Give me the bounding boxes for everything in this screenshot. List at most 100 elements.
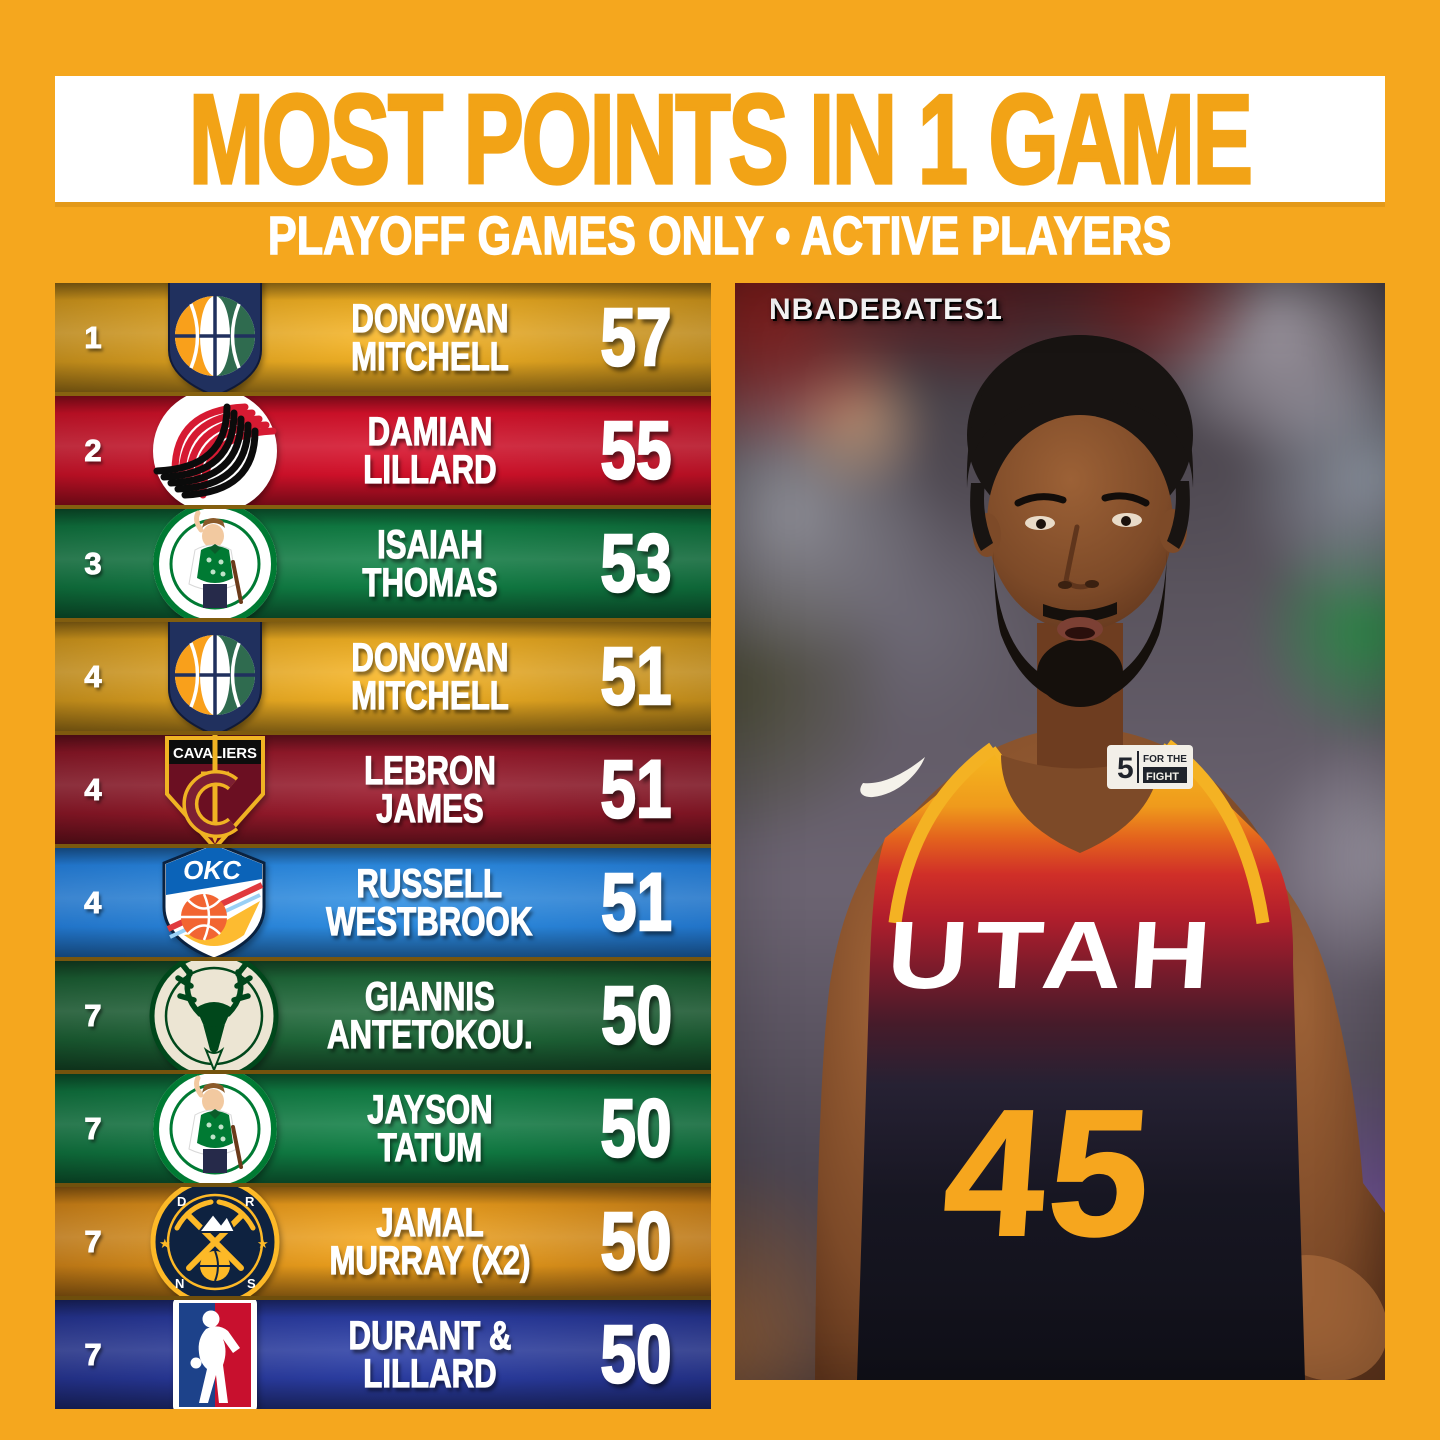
points-value: 57 <box>599 290 672 384</box>
rank-label: 7 <box>84 1336 102 1372</box>
leaderboard-row: 7 GIANNIS ANTETOKOU. 50 <box>55 961 711 1070</box>
leaderboard-row: 7 BOSTON CELTICS JAYSON TATUM 50 <box>55 1074 711 1183</box>
patch-number: 5 <box>1117 752 1134 785</box>
patch-line2: FIGHT <box>1146 771 1179 783</box>
svg-text:★: ★ <box>159 1236 171 1251</box>
points-value: 51 <box>600 855 673 949</box>
nba-logo-graphic <box>173 1300 257 1409</box>
svg-text:★: ★ <box>257 1236 269 1251</box>
okc-team-logo-icon: OKC <box>131 848 298 957</box>
thunder-logo-graphic: OKC <box>162 848 266 957</box>
player-name-line2: LILLARD <box>363 1351 497 1396</box>
points-value: 50 <box>599 1307 672 1401</box>
player-goatee <box>1037 639 1123 707</box>
jazz-team-logo-icon: UTAH JAZZ BASKETBALL <box>131 283 299 392</box>
player-name-line1: JAYSON <box>367 1087 493 1132</box>
player-name: JAMAL MURRAY (X2) <box>328 1200 532 1283</box>
player-name-line2: MITCHELL <box>351 334 510 379</box>
player-hair <box>966 335 1194 488</box>
player-brow-right <box>1101 492 1150 507</box>
player-name: DONOVAN MITCHELL <box>328 296 532 379</box>
jazz-team-logo-icon: UTAH JAZZ BASKETBALL <box>131 622 299 731</box>
leaderboard-row: 7 D R N S ★ ★ JAMAL MURRAY (X2) 50 <box>55 1187 711 1296</box>
player-name-line1: JAMAL <box>376 1200 484 1245</box>
player-name-line2: JAMES <box>376 786 484 831</box>
player-name: DURANT & LILLARD <box>328 1315 532 1396</box>
blazers-team-logo-icon <box>131 396 299 505</box>
celtics-logo-graphic: BOSTON CELTICS <box>153 509 277 618</box>
player-name: DAMIAN LILLARD <box>328 409 532 492</box>
cavaliers-logo-graphic: CAVALIERS <box>165 735 265 844</box>
jersey-armhole-trim-left <box>888 742 997 924</box>
blazers-logo-graphic <box>153 396 277 505</box>
cavs-team-logo-icon: CAVALIERS <box>131 735 299 844</box>
points-value: 51 <box>599 742 672 836</box>
points-value: 55 <box>599 403 672 497</box>
rank-label: 4 <box>84 771 102 807</box>
player-brow-left <box>1014 493 1067 507</box>
player-name-line2: THOMAS <box>362 560 498 605</box>
rank-label: 2 <box>84 432 102 468</box>
jazz-logo-graphic: UTAH JAZZ BASKETBALL <box>168 283 262 392</box>
player-name: GIANNIS ANTETOKOU. <box>326 974 533 1057</box>
player-name-line1: DONOVAN <box>351 296 509 341</box>
leaderboard-row: 4 UTAH JAZZ BASKETBALL DONOVAN MITCHELL … <box>55 622 711 731</box>
player-nose <box>1063 524 1095 590</box>
bucks-logo-graphic <box>149 961 279 1070</box>
nuggets-team-logo-icon: D R N S ★ ★ <box>131 1187 299 1296</box>
rank-label: 7 <box>84 1223 102 1259</box>
rank-label: 4 <box>84 884 102 920</box>
player-name: JAYSON TATUM <box>328 1087 532 1170</box>
watermark-text: NBADEBATES1 <box>769 293 1003 326</box>
page-title: MOST POINTS IN 1 GAME <box>188 66 1255 212</box>
points-value: 53 <box>599 516 672 610</box>
leaderboard-row: 2 DAMIAN LILLARD 55 <box>55 396 711 505</box>
svg-text:S: S <box>247 1276 256 1291</box>
player-name-line1: DONOVAN <box>351 635 509 680</box>
player-name-line1: DAMIAN <box>367 409 493 454</box>
rank-label: 4 <box>84 658 102 694</box>
celtics-team-logo-icon: BOSTON CELTICS <box>131 509 299 618</box>
rank-label: 3 <box>84 545 102 581</box>
svg-text:R: R <box>245 1194 255 1209</box>
player-name-line2: ANTETOKOU. <box>326 1012 533 1057</box>
points-value: 50 <box>599 1081 672 1175</box>
rank-label: 7 <box>84 1110 102 1146</box>
player-name: LEBRON JAMES <box>328 748 532 831</box>
svg-text:D: D <box>177 1194 186 1209</box>
player-sideburn-left <box>970 483 993 551</box>
player-name-line2: TATUM <box>377 1125 483 1170</box>
rank-label: 7 <box>84 997 102 1033</box>
player-sideburn-right <box>1167 481 1190 549</box>
player-name-line2: LILLARD <box>363 447 497 492</box>
player-name: RUSSELL WESTBROOK <box>326 861 533 944</box>
leaderboard: 1 UTAH JAZZ BASKETBALL DONOVAN MITCHELL … <box>55 283 711 1409</box>
player-name-line1: GIANNIS <box>364 974 495 1019</box>
jersey-patch: 5 FOR THE FIGHT <box>1107 745 1193 789</box>
svg-text:OKC: OKC <box>183 855 242 885</box>
player-head <box>966 335 1194 707</box>
jersey-wordmark: UTAH <box>884 902 1221 1009</box>
subtitle-wrap: PLAYOFF GAMES ONLY • ACTIVE PLAYERS <box>0 204 1440 268</box>
leaderboard-row: 4 OKC RUSSELL WESTBROOK 51 <box>55 848 711 957</box>
leaderboard-row: 3 BOSTON CELTICS ISAIAH THOMAS 53 <box>55 509 711 618</box>
player-name-line1: RUSSELL <box>356 861 503 906</box>
player-name-line1: ISAIAH <box>377 522 484 567</box>
jazz-logo-graphic: UTAH JAZZ BASKETBALL <box>168 622 262 731</box>
player-name-line2: MURRAY (X2) <box>329 1238 531 1283</box>
player-name-line2: WESTBROOK <box>326 899 533 944</box>
player-name: ISAIAH THOMAS <box>328 522 532 605</box>
leaderboard-row: 4 CAVALIERS LEBRON JAMES 51 <box>55 735 711 844</box>
nike-swoosh-icon <box>860 757 925 798</box>
nuggets-logo-graphic: D R N S ★ ★ <box>150 1187 280 1296</box>
rank-label: 1 <box>84 319 102 355</box>
player-name-line2: MITCHELL <box>351 673 510 718</box>
points-value: 50 <box>599 1194 672 1288</box>
player-illustration: 5 FOR THE FIGHT UTAH 45 <box>815 335 1385 1380</box>
player-photo: NBADEBATES1 <box>735 283 1385 1380</box>
player-name-line1: LEBRON <box>364 748 497 793</box>
player-name: DONOVAN MITCHELL <box>328 635 532 718</box>
leaderboard-row: 1 UTAH JAZZ BASKETBALL DONOVAN MITCHELL … <box>55 283 711 392</box>
jersey <box>857 745 1305 1380</box>
